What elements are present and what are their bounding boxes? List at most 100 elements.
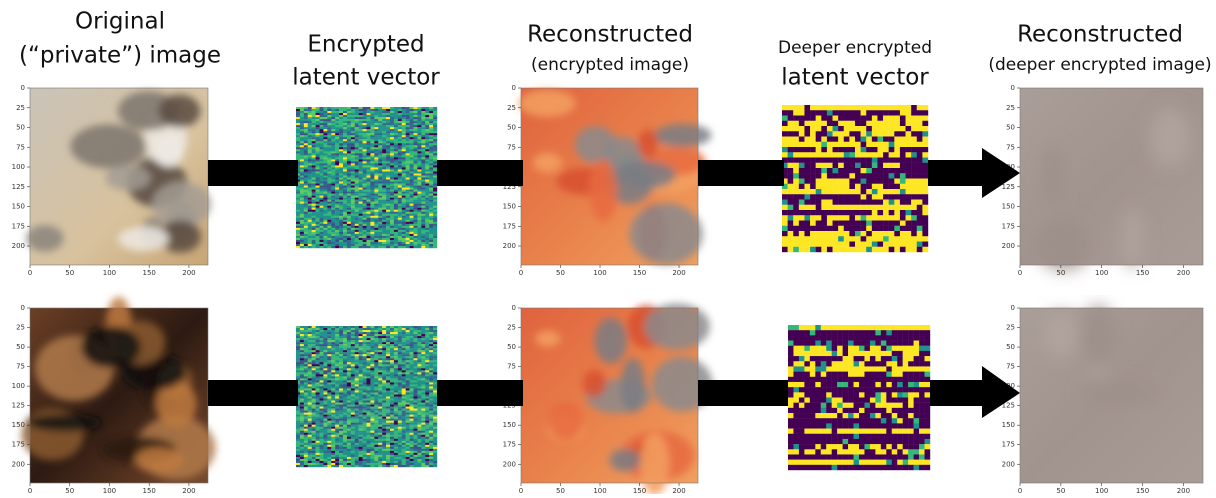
latent-cell <box>378 234 382 236</box>
latent-cell <box>382 364 386 366</box>
latent-cell <box>347 360 351 362</box>
latent-cell <box>355 362 359 364</box>
latent-cell <box>417 415 421 417</box>
latent-cell <box>417 344 421 346</box>
latent-cell <box>304 336 308 338</box>
latent-cell <box>398 196 402 198</box>
latent-cell <box>398 214 402 216</box>
latent-cell <box>382 409 386 411</box>
latent-cell <box>374 429 378 431</box>
latent-cell <box>327 421 331 423</box>
latent-cell <box>414 184 418 186</box>
latent-cell <box>300 366 304 368</box>
latent-cell <box>382 384 386 386</box>
latent-cell <box>429 242 433 244</box>
latent-cell <box>367 135 371 137</box>
latent-cell <box>339 153 343 155</box>
latent-cell <box>327 370 331 372</box>
latent-cell <box>335 374 339 376</box>
latent-cell <box>312 356 316 358</box>
latent-cell <box>390 415 394 417</box>
latent-cell <box>382 423 386 425</box>
latent-cell <box>421 445 425 447</box>
latent-cell <box>410 419 414 421</box>
latent-cell <box>304 390 308 392</box>
latent-cell <box>331 413 335 415</box>
latent-cell <box>347 113 351 115</box>
latent-cell <box>402 423 406 425</box>
latent-cell <box>374 244 378 246</box>
latent-cell <box>402 123 406 125</box>
latent-cell <box>374 232 378 234</box>
latent-cell <box>433 411 437 413</box>
latent-cell <box>382 115 386 117</box>
latent-cell <box>421 202 425 204</box>
latent-cell <box>300 107 304 109</box>
latent-cell <box>351 163 355 165</box>
latent-cell <box>323 238 327 240</box>
latent-cell <box>300 220 304 222</box>
latent-cell <box>359 129 363 131</box>
latent-cell <box>382 234 386 236</box>
latent-cell <box>390 326 394 328</box>
latent-cell <box>390 133 394 135</box>
latent-cell <box>429 153 433 155</box>
latent-cell <box>433 129 437 131</box>
latent-cell <box>300 186 304 188</box>
latent-cell <box>316 394 320 396</box>
latent-cell <box>323 210 327 212</box>
latent-cell <box>335 186 339 188</box>
latent-cell <box>390 113 394 115</box>
x-tick-label: 150 <box>633 269 646 277</box>
latent-cell <box>347 133 351 135</box>
latent-cell <box>382 348 386 350</box>
latent-cell <box>320 175 324 177</box>
latent-cell <box>367 226 371 228</box>
latent-cell <box>327 228 331 230</box>
latent-cell <box>296 204 300 206</box>
latent-cell <box>304 151 308 153</box>
latent-cell <box>304 155 308 157</box>
latent-cell <box>382 153 386 155</box>
latent-cell <box>394 218 398 220</box>
latent-cell <box>433 149 437 151</box>
latent-cell <box>414 411 418 413</box>
latent-cell <box>382 135 386 137</box>
latent-cell <box>343 224 347 226</box>
latent-cell <box>410 165 414 167</box>
latent-cell <box>370 206 374 208</box>
latent-cell <box>406 374 410 376</box>
latent-cell <box>417 113 421 115</box>
latent-cell <box>316 392 320 394</box>
latent-cell <box>421 141 425 143</box>
latent-cell <box>296 429 300 431</box>
latent-cell <box>390 423 394 425</box>
latent-cell <box>323 222 327 224</box>
latent-cell <box>421 407 425 409</box>
latent-cell <box>378 364 382 366</box>
latent-cell <box>370 167 374 169</box>
latent-cell <box>363 125 367 127</box>
latent-cell <box>421 376 425 378</box>
latent-cell <box>351 143 355 145</box>
latent-cell <box>410 376 414 378</box>
latent-cell <box>300 137 304 139</box>
latent-cell <box>312 443 316 445</box>
latent-cell <box>312 328 316 330</box>
latent-cell <box>425 149 429 151</box>
latent-cell <box>323 429 327 431</box>
latent-cell <box>370 443 374 445</box>
latent-cell <box>323 437 327 439</box>
latent-cell <box>359 198 363 200</box>
latent-cell <box>331 439 335 441</box>
latent-cell <box>351 364 355 366</box>
latent-cell <box>335 178 339 180</box>
latent-cell <box>351 157 355 159</box>
latent-cell <box>363 441 367 443</box>
latent-cell <box>398 419 402 421</box>
latent-cell <box>296 155 300 157</box>
latent-cell <box>296 232 300 234</box>
latent-cell <box>296 149 300 151</box>
latent-cell <box>335 131 339 133</box>
latent-cell <box>300 145 304 147</box>
